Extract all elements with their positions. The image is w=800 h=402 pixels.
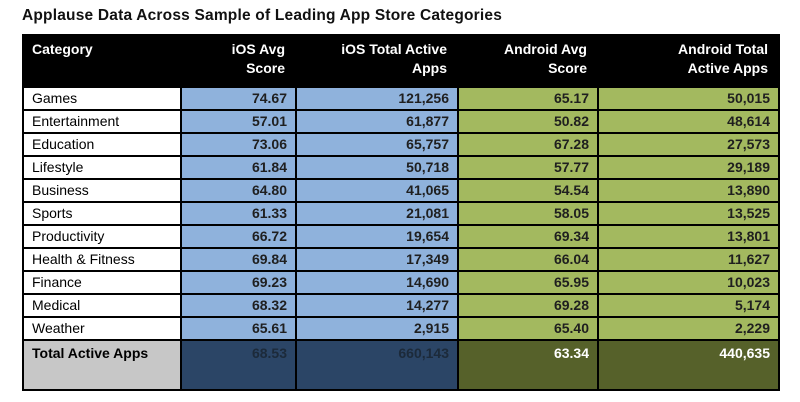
header-line: Score <box>548 60 587 76</box>
ios-avg-cell: 69.23 <box>180 270 297 295</box>
table-row: Games 74.67 121,256 65.17 50,015 <box>22 86 780 111</box>
table-row: Lifestyle 61.84 50,718 57.77 29,189 <box>22 155 780 180</box>
header-cell-android-avg-score: Android Avg Score <box>457 34 599 88</box>
android-avg-cell: 50.82 <box>457 109 599 134</box>
ios-total-cell: 50,718 <box>295 155 459 180</box>
android-total-cell: 13,525 <box>597 201 780 226</box>
android-avg-cell: 67.28 <box>457 132 599 157</box>
table-row: Entertainment 57.01 61,877 50.82 48,614 <box>22 109 780 134</box>
header-line: Android Avg <box>504 41 587 57</box>
category-cell: Business <box>22 178 182 203</box>
category-cell: Games <box>22 86 182 111</box>
ios-avg-cell: 65.61 <box>180 316 297 341</box>
total-ios-total-cell: 660,143 <box>295 339 459 391</box>
android-avg-cell: 57.77 <box>457 155 599 180</box>
android-total-cell: 10,023 <box>597 270 780 295</box>
ios-total-cell: 19,654 <box>295 224 459 249</box>
table-row: Health & Fitness 69.84 17,349 66.04 11,627 <box>22 247 780 272</box>
ios-total-cell: 14,690 <box>295 270 459 295</box>
total-label-cell: Total Active Apps <box>22 339 182 391</box>
table-row: Productivity 66.72 19,654 69.34 13,801 <box>22 224 780 249</box>
ios-total-cell: 14,277 <box>295 293 459 318</box>
ios-total-cell: 121,256 <box>295 86 459 111</box>
table-row: Weather 65.61 2,915 65.40 2,229 <box>22 316 780 341</box>
ios-total-cell: 21,081 <box>295 201 459 226</box>
header-cell-android-total-active-apps: Android Total Active Apps <box>597 34 780 88</box>
category-cell: Sports <box>22 201 182 226</box>
header-line: Category <box>32 41 93 57</box>
applause-table: Category iOS Avg Score iOS Total Active … <box>22 34 780 391</box>
android-avg-cell: 65.17 <box>457 86 599 111</box>
table-row: Business 64.80 41,065 54.54 13,890 <box>22 178 780 203</box>
table-row: Finance 69.23 14,690 65.95 10,023 <box>22 270 780 295</box>
android-avg-cell: 58.05 <box>457 201 599 226</box>
ios-avg-cell: 61.33 <box>180 201 297 226</box>
total-row: Total Active Apps 68.53 660,143 63.34 44… <box>22 339 780 391</box>
category-cell: Weather <box>22 316 182 341</box>
header-cell-ios-avg-score: iOS Avg Score <box>180 34 297 88</box>
android-avg-cell: 65.95 <box>457 270 599 295</box>
ios-total-cell: 41,065 <box>295 178 459 203</box>
ios-avg-cell: 74.67 <box>180 86 297 111</box>
table-header-row: Category iOS Avg Score iOS Total Active … <box>22 34 780 88</box>
header-line: Active Apps <box>687 60 768 76</box>
ios-total-cell: 17,349 <box>295 247 459 272</box>
ios-avg-cell: 69.84 <box>180 247 297 272</box>
category-cell: Lifestyle <box>22 155 182 180</box>
table-row: Education 73.06 65,757 67.28 27,573 <box>22 132 780 157</box>
ios-avg-cell: 64.80 <box>180 178 297 203</box>
category-cell: Productivity <box>22 224 182 249</box>
category-cell: Health & Fitness <box>22 247 182 272</box>
category-cell: Entertainment <box>22 109 182 134</box>
android-avg-cell: 65.40 <box>457 316 599 341</box>
total-android-total-cell: 440,635 <box>597 339 780 391</box>
ios-avg-cell: 68.32 <box>180 293 297 318</box>
header-line: Android Total <box>678 41 768 57</box>
category-cell: Finance <box>22 270 182 295</box>
android-total-cell: 2,229 <box>597 316 780 341</box>
header-line: iOS Avg <box>231 41 285 57</box>
ios-total-cell: 2,915 <box>295 316 459 341</box>
ios-avg-cell: 57.01 <box>180 109 297 134</box>
android-avg-cell: 66.04 <box>457 247 599 272</box>
header-line: Score <box>246 60 285 76</box>
header-line: iOS Total Active <box>341 41 447 57</box>
ios-avg-cell: 73.06 <box>180 132 297 157</box>
android-avg-cell: 69.28 <box>457 293 599 318</box>
header-line: Apps <box>412 60 447 76</box>
ios-avg-cell: 61.84 <box>180 155 297 180</box>
category-cell: Education <box>22 132 182 157</box>
android-total-cell: 50,015 <box>597 86 780 111</box>
android-total-cell: 48,614 <box>597 109 780 134</box>
header-cell-ios-total-active-apps: iOS Total Active Apps <box>295 34 459 88</box>
header-cell-category: Category <box>22 34 182 88</box>
android-total-cell: 5,174 <box>597 293 780 318</box>
android-total-cell: 13,801 <box>597 224 780 249</box>
table-row: Medical 68.32 14,277 69.28 5,174 <box>22 293 780 318</box>
android-total-cell: 11,627 <box>597 247 780 272</box>
page-title: Applause Data Across Sample of Leading A… <box>22 7 503 24</box>
ios-avg-cell: 66.72 <box>180 224 297 249</box>
android-total-cell: 13,890 <box>597 178 780 203</box>
ios-total-cell: 65,757 <box>295 132 459 157</box>
category-cell: Medical <box>22 293 182 318</box>
total-ios-avg-cell: 68.53 <box>180 339 297 391</box>
android-total-cell: 27,573 <box>597 132 780 157</box>
android-avg-cell: 69.34 <box>457 224 599 249</box>
android-total-cell: 29,189 <box>597 155 780 180</box>
total-android-avg-cell: 63.34 <box>457 339 599 391</box>
android-avg-cell: 54.54 <box>457 178 599 203</box>
table-row: Sports 61.33 21,081 58.05 13,525 <box>22 201 780 226</box>
ios-total-cell: 61,877 <box>295 109 459 134</box>
